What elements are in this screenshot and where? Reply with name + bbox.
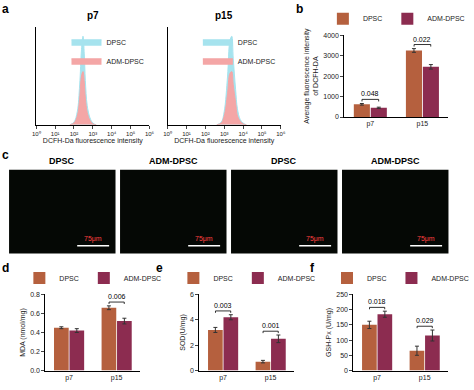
svg-text:p15: p15: [419, 374, 431, 382]
svg-text:75μm: 75μm: [417, 235, 435, 243]
svg-text:Average fluorescence intensity: Average fluorescence intensityof DCFH-DA: [303, 28, 319, 124]
svg-text:DPSC: DPSC: [213, 275, 232, 282]
svg-text:0.018: 0.018: [368, 298, 386, 305]
svg-text:2: 2: [190, 342, 194, 349]
svg-text:4: 4: [190, 316, 194, 323]
svg-text:ADM-DPSC: ADM-DPSC: [238, 58, 275, 65]
svg-text:0.003: 0.003: [214, 302, 232, 309]
svg-text:10⁴: 10⁴: [238, 131, 248, 137]
svg-text:50: 50: [340, 352, 348, 359]
svg-text:ADM-DPSC: ADM-DPSC: [371, 156, 420, 166]
svg-text:10⁶: 10⁶: [145, 131, 155, 137]
svg-text:0: 0: [344, 367, 348, 374]
svg-text:DPSC: DPSC: [106, 39, 125, 46]
svg-text:10²: 10²: [70, 131, 79, 137]
svg-text:4000: 4000: [323, 32, 339, 39]
svg-text:10⁵: 10⁵: [257, 131, 267, 137]
svg-text:0: 0: [190, 367, 194, 374]
svg-text:10⁰: 10⁰: [163, 130, 172, 137]
svg-text:DPSC: DPSC: [238, 39, 257, 46]
svg-text:c: c: [2, 148, 9, 162]
svg-text:ADM-DPSC: ADM-DPSC: [149, 156, 198, 166]
svg-text:d: d: [2, 261, 9, 275]
svg-text:0.2: 0.2: [30, 348, 40, 355]
svg-text:e: e: [156, 261, 163, 275]
svg-text:p7: p7: [65, 374, 73, 382]
svg-text:0.048: 0.048: [361, 90, 379, 97]
svg-text:10⁰: 10⁰: [32, 130, 41, 137]
svg-text:ADM-DPSC: ADM-DPSC: [124, 275, 161, 282]
svg-text:DCFH-Da fluorescence intensity: DCFH-Da fluorescence intensity: [43, 137, 143, 145]
svg-text:250: 250: [336, 291, 348, 298]
svg-text:ADM-DPSC: ADM-DPSC: [106, 58, 143, 65]
svg-text:75μm: 75μm: [84, 235, 102, 243]
svg-text:10⁵: 10⁵: [126, 131, 136, 137]
svg-text:10³: 10³: [89, 131, 98, 137]
svg-text:ADM-DPSC: ADM-DPSC: [278, 275, 315, 282]
svg-text:f: f: [310, 261, 315, 275]
svg-text:DPSC: DPSC: [363, 15, 382, 22]
svg-text:SOD(U/mg): SOD(U/mg): [179, 314, 187, 351]
svg-text:2000: 2000: [323, 73, 339, 80]
svg-text:p7: p7: [373, 374, 381, 382]
svg-text:DCFH-Da fluorescence intensity: DCFH-Da fluorescence intensity: [174, 137, 274, 145]
svg-text:b: b: [296, 2, 303, 16]
svg-text:p15: p15: [265, 374, 277, 382]
svg-text:0.001: 0.001: [262, 322, 280, 329]
svg-text:6: 6: [190, 291, 194, 298]
svg-text:0.006: 0.006: [108, 293, 126, 300]
svg-text:p15: p15: [417, 120, 429, 128]
svg-text:150: 150: [336, 321, 348, 328]
svg-text:10³: 10³: [220, 131, 229, 137]
svg-text:10¹: 10¹: [182, 131, 191, 137]
svg-text:0.0: 0.0: [30, 367, 40, 374]
svg-text:DPSC: DPSC: [59, 275, 78, 282]
svg-text:p7: p7: [219, 374, 227, 382]
svg-text:p7: p7: [366, 120, 374, 128]
svg-text:ADM-DPSC: ADM-DPSC: [431, 275, 468, 282]
svg-text:75μm: 75μm: [306, 235, 324, 243]
svg-text:p15: p15: [111, 374, 123, 382]
svg-text:p7: p7: [87, 10, 99, 21]
svg-text:0.6: 0.6: [30, 310, 40, 317]
svg-text:10⁴: 10⁴: [107, 131, 117, 137]
svg-text:10¹: 10¹: [51, 131, 60, 137]
svg-text:1000: 1000: [323, 93, 339, 100]
svg-text:MDA (nmol/mg): MDA (nmol/mg): [19, 308, 27, 357]
svg-text:0.029: 0.029: [416, 317, 434, 324]
svg-text:a: a: [2, 2, 9, 16]
svg-text:DPSC: DPSC: [49, 156, 75, 166]
svg-text:3000: 3000: [323, 52, 339, 59]
svg-text:0.022: 0.022: [413, 36, 431, 43]
svg-text:0.8: 0.8: [30, 291, 40, 298]
svg-text:75μm: 75μm: [195, 235, 213, 243]
svg-text:DPSC: DPSC: [271, 156, 297, 166]
svg-text:GSH-Px (U/mg): GSH-Px (U/mg): [325, 308, 333, 357]
svg-text:p15: p15: [215, 10, 233, 21]
svg-text:200: 200: [336, 306, 348, 313]
svg-text:DPSC: DPSC: [367, 275, 386, 282]
svg-text:0: 0: [335, 113, 339, 120]
svg-text:100: 100: [336, 337, 348, 344]
svg-text:ADM-DPSC: ADM-DPSC: [427, 15, 464, 22]
svg-text:10⁶: 10⁶: [276, 131, 286, 137]
svg-text:0.4: 0.4: [30, 329, 40, 336]
svg-text:10²: 10²: [201, 131, 210, 137]
